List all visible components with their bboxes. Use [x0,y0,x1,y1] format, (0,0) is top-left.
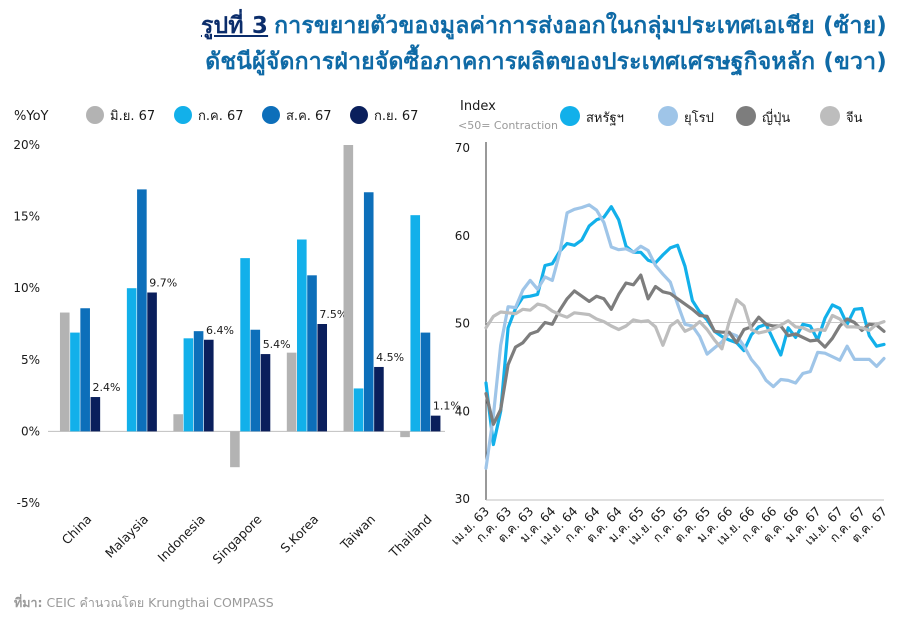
y-tick-label-bar: 10% [13,281,40,295]
bar-skorea-1 [286,352,297,432]
legend-swatch-bar-4 [350,106,368,124]
legend-label-line-3: ญี่ปุ่น [762,109,790,126]
y-tick-label-bar: 5% [21,353,40,367]
bar-skorea-4 [317,324,328,432]
bar-indonesia-3 [193,331,204,432]
category-label: Taiwan [337,512,378,553]
contraction-note: <50= Contraction [458,119,558,132]
bar-taiwan-4 [374,366,384,432]
data-label-indonesia: 6.4% [206,324,234,337]
y-tick-label-bar: 0% [21,424,40,438]
bar-thailand-4 [430,415,441,432]
bar-singapore-1 [230,431,240,468]
bar-malaysia-3 [137,189,147,432]
bar-indonesia-4 [203,339,214,432]
legend-label-bar-3: ส.ค. 67 [286,109,332,124]
category-label: Thailand [385,512,434,561]
bar-taiwan-3 [363,192,374,432]
y-tick-label-line: 30 [455,492,470,506]
y-tick-label-bar: -5% [17,496,40,510]
chart-title-line-1: รูปที่ 3 การขยายตัวของมูลค่าการส่งออกในกล… [201,8,887,44]
y-axis-unit-label-line: Index [460,99,496,114]
bar-malaysia-2 [126,288,137,432]
y-tick-label-bar: 20% [13,138,40,152]
data-label-skorea: 7.5% [319,308,347,321]
y-tick-label-bar: 15% [13,210,40,224]
category-label: S.Korea [277,512,321,556]
bar-singapore-3 [250,329,261,432]
data-label-china: 2.4% [93,381,121,394]
bar-thailand-1 [400,431,410,438]
data-label-malaysia: 9.7% [149,276,177,289]
line-series-4 [484,298,886,351]
legend-swatch-line-4 [820,106,840,126]
bar-skorea-2 [297,239,307,432]
bar-china-2 [70,332,80,432]
legend-swatch-bar-1 [86,106,104,124]
title-left-chart: การขยายตัวของมูลค่าการส่งออกในกลุ่มประเท… [274,13,887,39]
legend-swatch-bar-2 [174,106,192,124]
bar-taiwan-2 [353,388,364,432]
y-axis-unit-label: %YoY [14,109,49,124]
bar-singapore-2 [240,258,250,432]
y-tick-label-line: 70 [455,141,470,155]
bar-malaysia-4 [147,292,157,432]
bar-skorea-3 [307,275,317,432]
bar-singapore-4 [260,354,271,432]
legend-label-bar-1: มิ.ย. 67 [110,109,155,124]
bar-thailand-2 [410,215,421,432]
bar-indonesia-1 [173,414,183,432]
y-tick-label-line: 40 [455,404,470,418]
legend-label-line-2: ยุโรป [684,110,714,126]
legend-label-bar-2: ก.ค. 67 [198,109,244,124]
bar-indonesia-2 [183,338,194,432]
category-label: Singapore [209,511,264,566]
category-label: China [59,512,95,548]
legend-swatch-bar-3 [262,106,280,124]
data-label-thailand: 1.1% [433,400,461,413]
line-series-2 [484,203,886,470]
data-label-singapore: 5.4% [263,338,291,351]
legend-label-bar-4: ก.ย. 67 [374,109,418,124]
legend-label-line-1: สหรัฐฯ [586,111,624,126]
y-tick-label-line: 60 [455,229,470,243]
legend-swatch-line-3 [736,106,756,126]
category-label: Malaysia [102,512,151,561]
figure-number: รูปที่ 3 [200,13,269,39]
chart-title-line-2: ดัชนีผู้จัดการฝ่ายจัดซื้อภาคการผลิตของปร… [205,49,887,75]
data-label-taiwan: 4.5% [376,351,404,364]
legend-label-line-4: จีน [846,110,863,126]
source-text: CEIC คำนวณโดย Krungthai COMPASS [46,595,274,610]
bar-china-1 [59,312,70,432]
bar-taiwan-1 [343,145,354,432]
legend-swatch-line-1 [560,106,580,126]
category-label: Indonesia [155,512,208,565]
y-tick-label-line: 50 [455,317,470,331]
bar-thailand-3 [420,332,431,432]
line-series-3 [484,273,886,426]
source-label: ที่มา: [14,595,43,610]
legend-swatch-line-2 [658,106,678,126]
bar-china-4 [90,397,101,432]
bar-china-3 [80,308,90,432]
source-note: ที่มา: CEIC คำนวณโดย Krungthai COMPASS [14,593,274,613]
